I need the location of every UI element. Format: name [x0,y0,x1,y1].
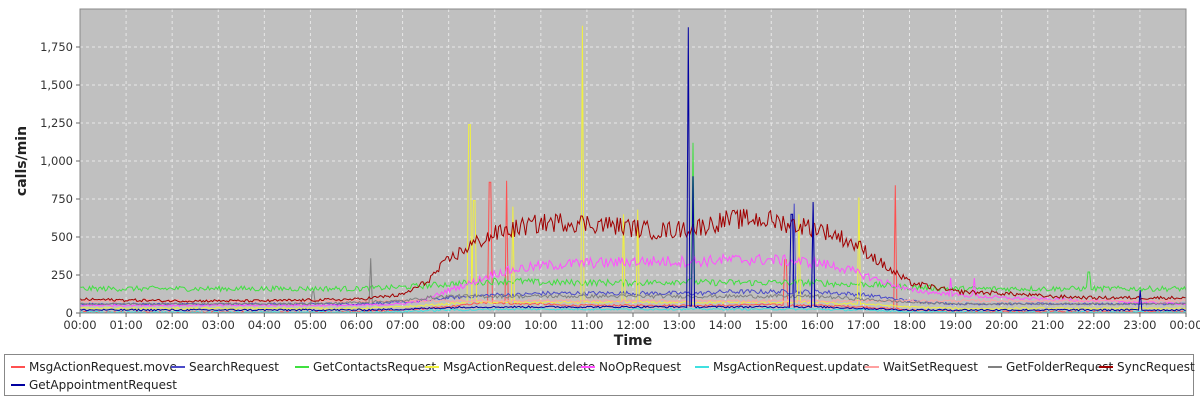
x-tick-label: 06:00 [340,318,373,332]
x-tick-label: 07:00 [386,318,419,332]
legend-label: GetFolderRequest [1006,360,1114,374]
legend-item: NoOpRequest [581,358,681,376]
x-tick-label: 16:00 [801,318,834,332]
y-tick-label: 0 [66,306,73,320]
x-tick-label: 15:00 [755,318,788,332]
x-tick-label: 05:00 [294,318,327,332]
x-tick-label: 21:00 [1031,318,1064,332]
legend-item: SyncRequest [1099,358,1195,376]
x-tick-label: 18:00 [893,318,926,332]
legend-swatch [171,365,185,368]
y-tick-label: 500 [51,230,73,244]
x-tick-label: 12:00 [616,318,649,332]
legend-label: MsgActionRequest.move [29,360,177,374]
x-tick-label: 09:00 [478,318,511,332]
x-axis-title: Time [614,333,652,349]
legend-swatch [425,365,439,368]
legend-item: WaitSetRequest [865,358,978,376]
x-tick-label: 11:00 [570,318,603,332]
y-tick-label: 1,250 [40,116,73,130]
legend-label: GetContactsRequest [313,360,437,374]
legend-label: GetAppointmentRequest [29,378,177,392]
series-line [79,27,1187,312]
x-tick-label: 22:00 [1077,318,1110,332]
x-axis: 00:00 01:00 02:00 03:00 04:00 05:00 06:00 07:00… [63,313,1200,332]
x-tick-label: 00:00 [1169,318,1200,332]
legend-item: GetContactsRequest [295,358,436,376]
series-line [79,258,1187,306]
legend-item: MsgActionRequest.delete [425,358,595,376]
legend-label: NoOpRequest [599,360,682,374]
legend-item: MsgActionRequest.update [695,358,870,376]
legend-item: MsgActionRequest.move [11,358,177,376]
x-tick-label: 00:00 [63,318,96,332]
y-tick-label: 1,500 [40,78,73,92]
legend-swatch [11,383,25,386]
series-line [79,307,1187,314]
y-tick-label: 250 [51,268,73,282]
x-tick-label: 19:00 [939,318,972,332]
legend-label: MsgActionRequest.delete [443,360,596,374]
legend-swatch [295,365,309,368]
legend-label: WaitSetRequest [883,360,978,374]
x-tick-label: 17:00 [847,318,880,332]
series-line [79,25,1187,311]
legend-item: GetAppointmentRequest [11,376,177,394]
y-tick-label: 1,000 [40,154,73,168]
legend-swatch [1099,365,1113,368]
legend-item: SearchRequest [171,358,279,376]
x-tick-label: 08:00 [432,318,465,332]
legend-swatch [581,365,595,368]
legend: MsgActionRequest.move SearchRequest GetCon… [4,354,1195,396]
legend-swatch [695,365,709,368]
chart-canvas: 0 250 500 750 1,000 1,250 1,500 1,750 00:00 01:0… [14,8,1200,349]
legend-item: GetFolderRequest [988,358,1113,376]
y-axis: 0 250 500 750 1,000 1,250 1,500 1,750 [40,40,80,320]
legend-label: SyncRequest [1117,360,1195,374]
x-tick-label: 14:00 [709,318,742,332]
legend-label: SearchRequest [189,360,279,374]
y-tick-label: 750 [51,192,73,206]
x-tick-label: 10:00 [524,318,557,332]
series-lines [79,25,1187,314]
legend-swatch [865,365,879,368]
legend-swatch [11,365,25,368]
x-tick-label: 01:00 [110,318,143,332]
series-line [79,252,1187,307]
series-line [79,208,1187,303]
legend-label: MsgActionRequest.update [713,360,870,374]
x-tick-label: 03:00 [202,318,235,332]
y-tick-label: 1,750 [40,40,73,54]
series-line [79,142,1187,293]
x-tick-label: 02:00 [156,318,189,332]
y-axis-title: calls/min [14,126,30,196]
legend-swatch [988,365,1002,368]
x-tick-label: 20:00 [985,318,1018,332]
x-tick-label: 13:00 [663,318,696,332]
x-tick-label: 04:00 [248,318,281,332]
x-tick-label: 23:00 [1123,318,1156,332]
